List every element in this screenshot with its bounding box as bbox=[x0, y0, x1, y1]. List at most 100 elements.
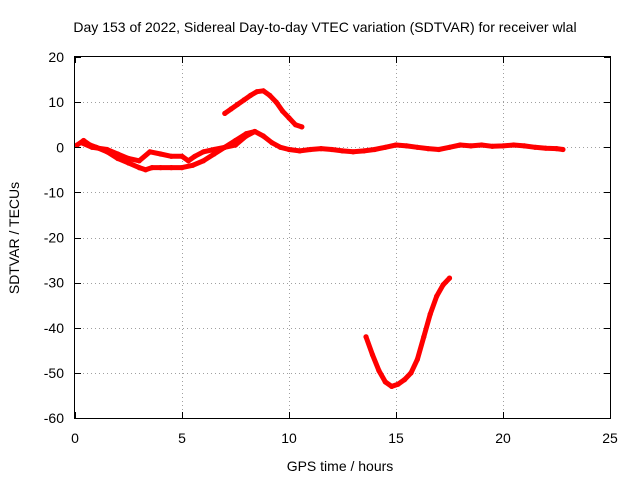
data-point bbox=[179, 153, 185, 159]
data-point bbox=[489, 143, 495, 149]
data-point bbox=[299, 124, 305, 130]
data-point bbox=[125, 160, 132, 166]
data-point bbox=[427, 311, 433, 317]
data-point bbox=[511, 142, 517, 148]
data-point bbox=[269, 140, 275, 146]
data-point bbox=[280, 108, 286, 114]
data-point bbox=[252, 128, 258, 135]
x-tick-label: 5 bbox=[178, 430, 186, 446]
data-point bbox=[149, 165, 155, 171]
data-point bbox=[260, 88, 266, 94]
data-point bbox=[318, 146, 324, 152]
series-line-midday-bump bbox=[222, 88, 305, 130]
y-tick-label: -40 bbox=[44, 320, 64, 336]
data-point bbox=[147, 149, 153, 155]
data-point bbox=[222, 144, 228, 150]
x-tick-label: 20 bbox=[495, 430, 511, 446]
plot-frame bbox=[74, 56, 611, 419]
data-point bbox=[436, 146, 442, 153]
data-point bbox=[446, 144, 453, 150]
data-point bbox=[158, 165, 164, 171]
data-point bbox=[543, 145, 549, 151]
data-point bbox=[425, 146, 431, 152]
grid bbox=[75, 57, 610, 418]
x-tick-label: 15 bbox=[388, 430, 404, 446]
data-point bbox=[185, 158, 191, 164]
y-tick-label: 20 bbox=[48, 49, 64, 65]
data-point bbox=[228, 106, 234, 112]
data-point bbox=[376, 368, 382, 374]
data-point bbox=[104, 146, 110, 153]
x-tick-label: 10 bbox=[281, 430, 297, 446]
y-tick-label: -10 bbox=[44, 184, 64, 200]
data-point bbox=[179, 165, 185, 171]
data-point bbox=[350, 149, 356, 155]
data-point bbox=[532, 144, 538, 150]
data-point bbox=[192, 153, 198, 159]
data-point bbox=[553, 146, 560, 152]
data-point bbox=[260, 133, 266, 139]
data-point bbox=[479, 142, 485, 148]
chart-title: Day 153 of 2022, Sidereal Day-to-day VTE… bbox=[73, 19, 576, 35]
data-point bbox=[434, 293, 440, 299]
data-point bbox=[382, 144, 388, 150]
data-point bbox=[286, 115, 292, 121]
data-point bbox=[78, 140, 84, 146]
data-point bbox=[277, 144, 283, 150]
data-point bbox=[286, 146, 292, 153]
data-point bbox=[414, 144, 420, 150]
data-point bbox=[200, 158, 206, 164]
data-point bbox=[408, 370, 414, 376]
data-point bbox=[395, 381, 401, 387]
data-point bbox=[393, 142, 399, 148]
data-point bbox=[243, 133, 249, 139]
data-point bbox=[329, 146, 335, 153]
data-point bbox=[372, 146, 378, 153]
x-tick-label: 25 bbox=[602, 430, 618, 446]
data-point bbox=[125, 155, 132, 162]
series-layer bbox=[74, 88, 566, 389]
data-point bbox=[211, 151, 217, 157]
data-point bbox=[361, 148, 367, 154]
data-point bbox=[404, 143, 410, 149]
series-line-early-low-branch bbox=[78, 129, 258, 164]
y-tick-label: -20 bbox=[44, 230, 64, 246]
data-point bbox=[241, 97, 247, 103]
y-axis-label: SDTVAR / TECUs bbox=[6, 182, 22, 294]
data-point bbox=[136, 158, 142, 164]
data-point bbox=[115, 151, 121, 157]
data-point bbox=[468, 143, 474, 149]
data-point bbox=[446, 275, 453, 281]
data-point bbox=[292, 122, 298, 128]
x-axis-label: GPS time / hours bbox=[287, 458, 394, 474]
y-tick-label: 0 bbox=[56, 139, 64, 155]
data-point bbox=[339, 148, 346, 154]
ticks: 0 5 10 15 20 25 -60 -50 -40 -30 -20 -10 0 10 20 bbox=[44, 49, 618, 446]
data-point bbox=[440, 282, 446, 288]
data-point bbox=[402, 377, 408, 383]
data-point bbox=[267, 92, 273, 98]
y-tick-label: -50 bbox=[44, 365, 64, 381]
data-point bbox=[232, 142, 239, 148]
data-point bbox=[421, 334, 427, 340]
data-point bbox=[222, 110, 228, 116]
data-point bbox=[89, 144, 95, 150]
data-point bbox=[74, 142, 80, 148]
data-point bbox=[457, 142, 463, 148]
data-point bbox=[389, 383, 395, 389]
data-point bbox=[200, 149, 206, 155]
data-point bbox=[369, 352, 376, 358]
data-point bbox=[211, 146, 217, 153]
x-tick-label: 0 bbox=[71, 430, 79, 446]
data-point bbox=[235, 101, 241, 107]
data-point bbox=[297, 148, 303, 154]
data-point bbox=[168, 153, 174, 159]
y-tick-label: -30 bbox=[44, 275, 64, 291]
y-tick-label: 10 bbox=[48, 94, 64, 110]
data-point bbox=[307, 146, 313, 153]
data-point bbox=[414, 356, 420, 362]
data-point bbox=[247, 92, 254, 98]
data-point bbox=[273, 99, 279, 105]
data-point bbox=[500, 143, 506, 149]
